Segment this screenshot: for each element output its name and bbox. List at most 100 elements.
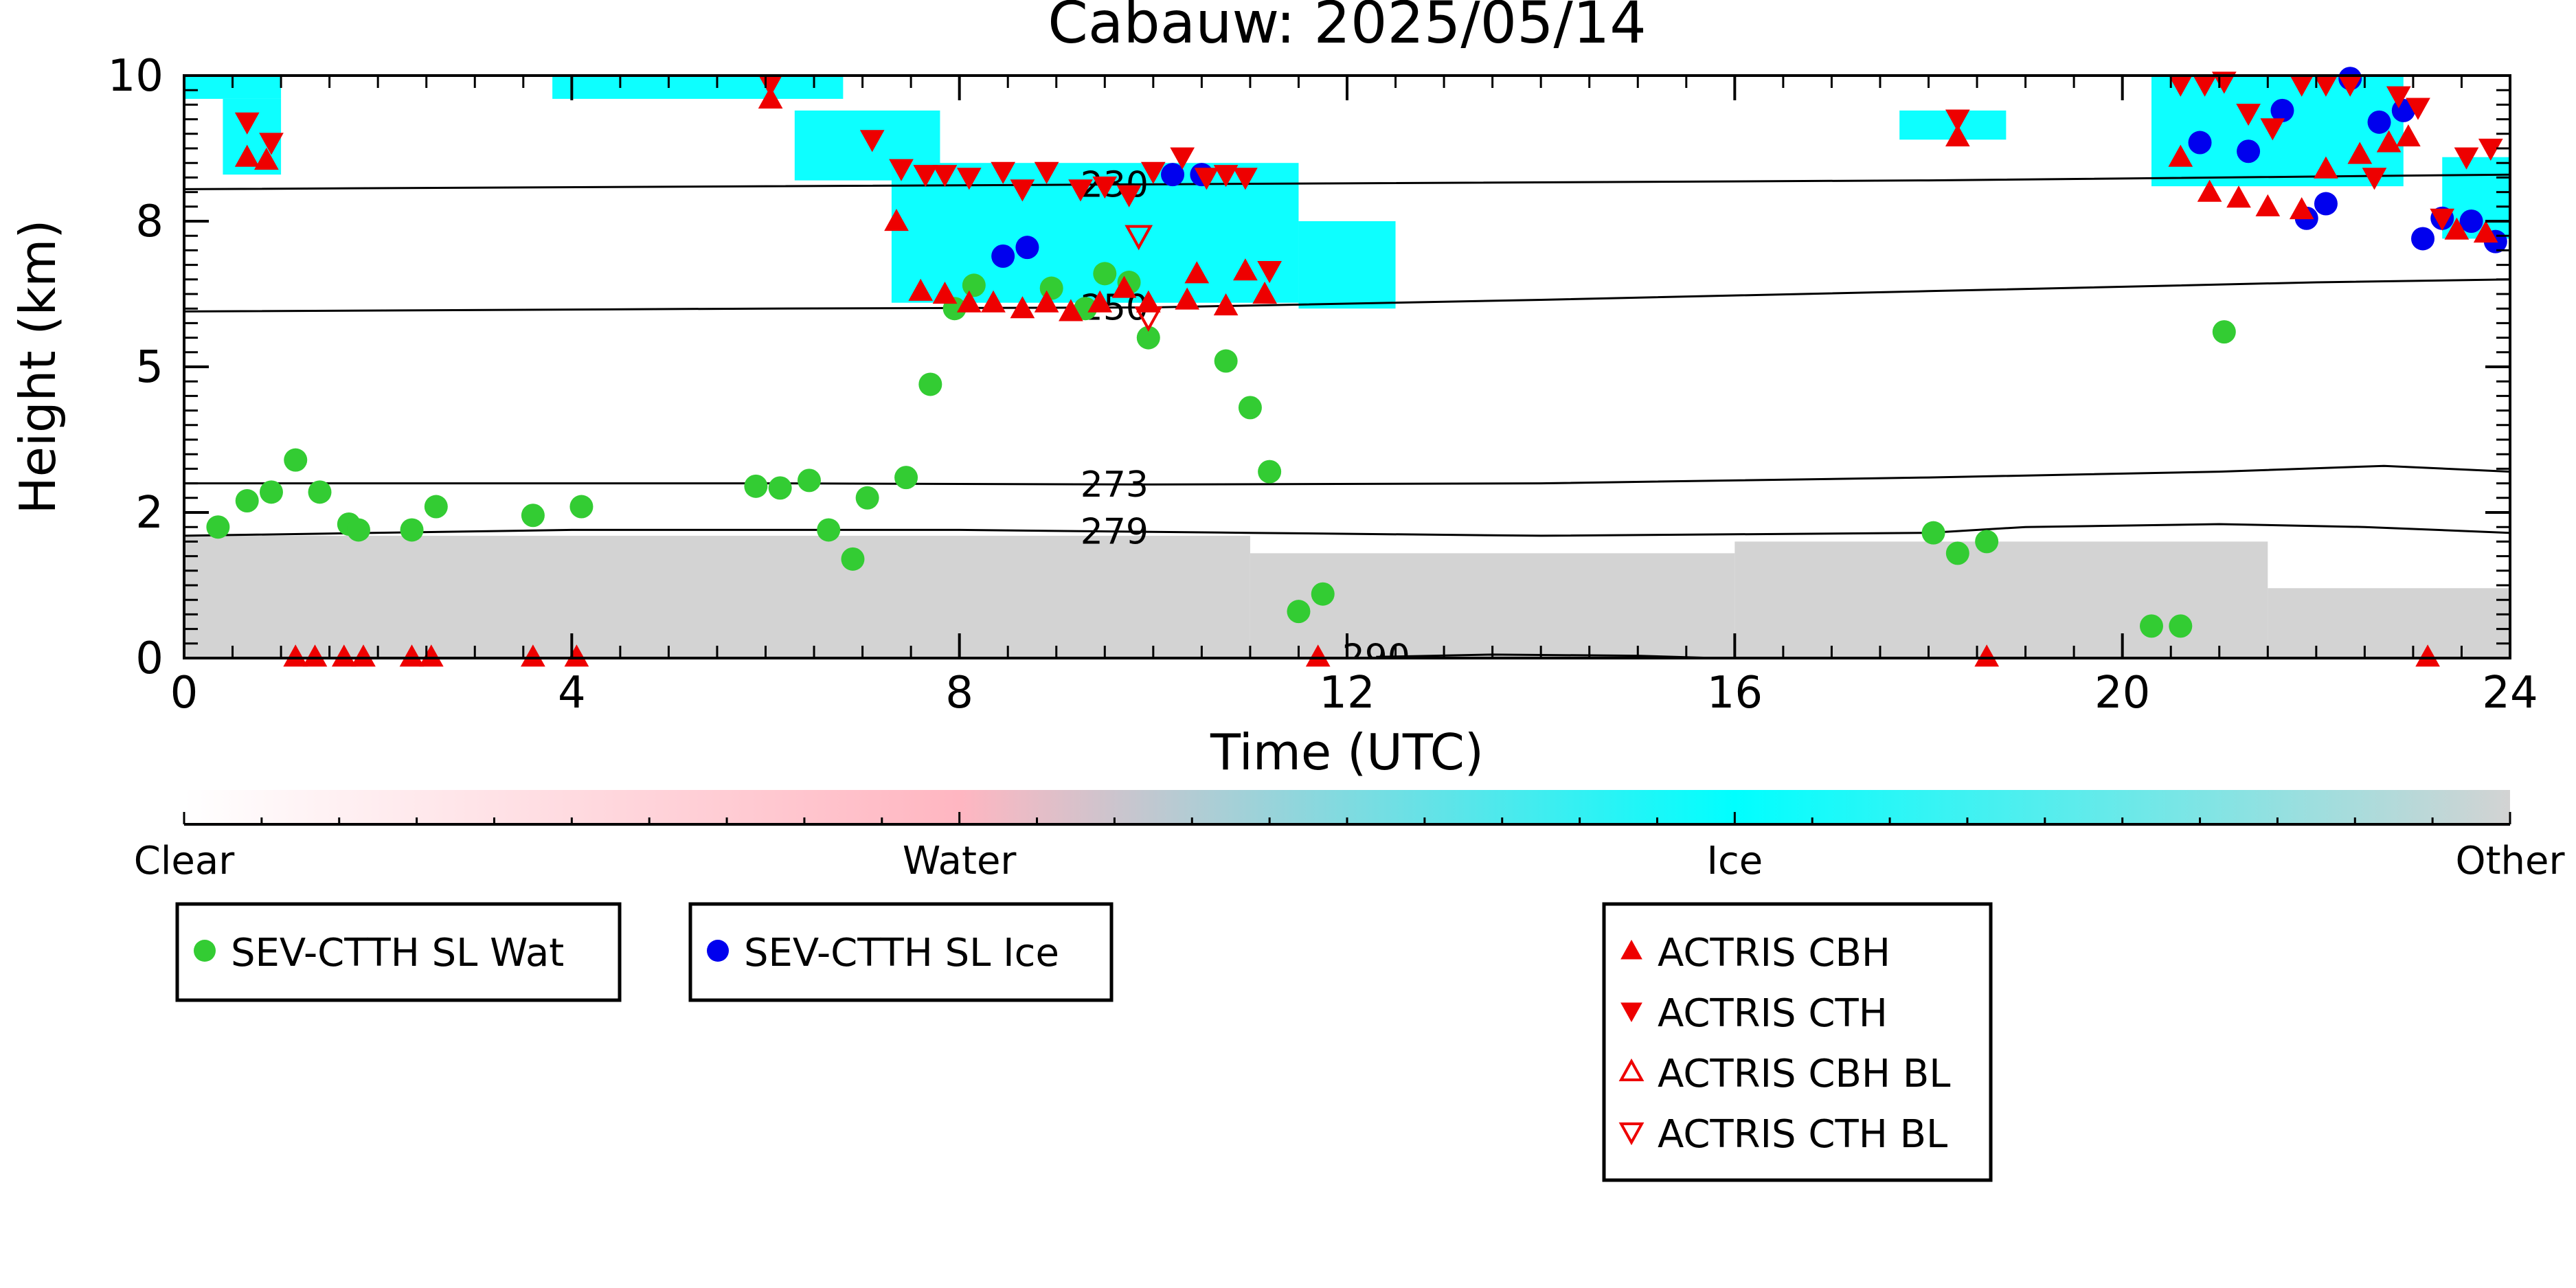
actris-cbh-point	[2314, 156, 2338, 179]
sev-ctth-sl-wat-point	[1311, 582, 1335, 606]
sev-ctth-sl-wat-point	[1945, 541, 1969, 565]
y-axis-label: Height (km)	[9, 220, 67, 515]
sev-ctth-sl-wat-point	[235, 489, 259, 513]
x-tick-label: 20	[2094, 668, 2150, 719]
actris-cbh-point	[1184, 261, 1210, 284]
actris-cbh-point	[521, 644, 545, 667]
legend-marker	[194, 940, 216, 962]
actris-cth-point	[2362, 168, 2387, 190]
actris-cth-point	[1170, 147, 1195, 170]
sev-ctth-sl-ice-point	[1161, 163, 1185, 187]
sev-ctth-sl-wat-point	[817, 518, 841, 542]
sev-ctth-sl-wat-point	[1921, 521, 1945, 545]
actris-cth-point	[1010, 179, 1035, 202]
actris-cth-point	[2454, 147, 2479, 170]
actris-cbh-point	[351, 644, 376, 667]
actris-cbh-point	[1059, 299, 1083, 321]
sev-ctth-sl-wat-point	[1214, 349, 1238, 373]
actris-cth-point	[1257, 261, 1282, 284]
marker-layer	[206, 67, 2507, 667]
actris-cbh-point	[758, 86, 783, 109]
sev-ctth-sl-ice-point	[2270, 98, 2294, 122]
actris-cbh-point	[2415, 644, 2440, 667]
legend-label: ACTRIS CBH BL	[1658, 1052, 1950, 1096]
class-region-ice	[552, 76, 844, 99]
class-region-other	[2268, 588, 2510, 658]
isotherm-label: 230	[1081, 165, 1149, 206]
actris-cth-point	[2260, 118, 2285, 141]
actris-cth-point	[1034, 161, 1059, 184]
actris-cbh-point	[1233, 258, 1258, 281]
actris-cth-point	[2406, 98, 2430, 120]
actris-cth-point	[1194, 168, 1219, 190]
isotherm-line	[184, 523, 2510, 537]
actris-cbh-point	[1034, 290, 1059, 313]
actris-cbh-point	[1111, 275, 1137, 298]
actris-cbh-point	[1974, 644, 2000, 667]
actris-cth-point	[1068, 179, 1093, 202]
sev-ctth-sl-wat-point	[308, 480, 332, 504]
axis-layer: 0 4 8 12 16 20 24 0 2 5 8 10	[108, 51, 2538, 719]
sev-ctth-sl-wat-point	[855, 486, 879, 510]
actris-cbh-point	[2473, 220, 2498, 243]
legend-box: ACTRIS CBH ACTRIS CTH ACTRIS CBH BL ACTRIS …	[1602, 902, 1993, 1182]
legend-label: SEV-CTTH SL Ice	[744, 931, 1059, 975]
colorbar-label: Ice	[1706, 839, 1763, 883]
legend-marker	[1618, 1058, 1645, 1081]
sev-ctth-sl-wat-point	[962, 273, 986, 297]
actris-cbh-point	[956, 290, 982, 313]
actris-cbh-point	[2396, 124, 2421, 147]
y-tick-label: 0	[135, 633, 163, 684]
sev-ctth-sl-ice-point	[2367, 110, 2391, 134]
actris-cbh-point	[2197, 179, 2222, 202]
sev-ctth-sl-wat-point	[797, 468, 821, 493]
actris-cth-point	[259, 133, 284, 155]
sev-ctth-sl-wat-point	[744, 474, 768, 498]
sev-ctth-sl-wat-point	[894, 466, 918, 490]
sev-ctth-sl-wat-point	[1136, 326, 1160, 350]
y-tick-label: 10	[108, 51, 163, 102]
actris-cth-point	[991, 161, 1016, 184]
actris-cth-point	[932, 165, 958, 188]
sev-ctth-sl-wat-point	[2169, 614, 2193, 638]
actris-cth-point	[2430, 208, 2455, 231]
class-region-ice	[1298, 221, 1396, 309]
legend-label: SEV-CTTH SL Wat	[231, 931, 564, 975]
isotherm-label: 279	[1081, 512, 1149, 553]
actris-cth-point	[1945, 109, 1970, 132]
actris-cbh-point	[2444, 217, 2470, 240]
actris-cbh-point	[234, 144, 260, 167]
sev-ctth-sl-wat-point	[1093, 262, 1117, 286]
actris-cth-point	[2386, 86, 2411, 109]
legend-box: SEV-CTTH SL Ice	[688, 902, 1114, 1002]
y-tick-label: 8	[135, 196, 163, 247]
actris-cbh-point	[1175, 287, 1200, 310]
x-tick-label: 4	[558, 668, 586, 719]
actris-cbh-point	[2347, 142, 2373, 164]
sev-ctth-sl-wat-point	[918, 372, 942, 396]
actris-cbh-point	[2289, 196, 2314, 220]
colorbar-label: Water	[903, 839, 1017, 883]
legend-label: ACTRIS CBH	[1658, 931, 1890, 975]
sev-ctth-sl-wat-point	[400, 518, 424, 542]
legend-box: SEV-CTTH SL Wat	[175, 902, 622, 1002]
sev-ctth-sl-wat-point	[569, 495, 594, 519]
sev-ctth-sl-wat-point	[346, 518, 370, 542]
sev-ctth-sl-ice-point	[2314, 192, 2338, 216]
y-tick-label: 2	[135, 488, 163, 539]
x-tick-label: 24	[2482, 668, 2538, 719]
plot-area: 230 2 5 0 273 279 290 0 4 8 12 16 20 24 0 2 5 8 10	[108, 51, 2538, 719]
x-tick-label: 16	[1707, 668, 1763, 719]
actris-cbh-point	[302, 644, 328, 667]
chart-title: Cabauw: 2025/05/14	[1048, 0, 1646, 56]
actris-cbh-point	[1305, 644, 1331, 667]
actris-cth-point	[956, 168, 982, 190]
legend-marker	[1620, 939, 1642, 960]
actris-cbh-point	[981, 290, 1006, 313]
actris-cbh-point	[1087, 290, 1113, 313]
legend-marker	[707, 940, 729, 962]
class-region-other	[184, 535, 1250, 658]
actris-cth-point	[913, 165, 938, 188]
actris-cth-point	[1116, 185, 1142, 207]
